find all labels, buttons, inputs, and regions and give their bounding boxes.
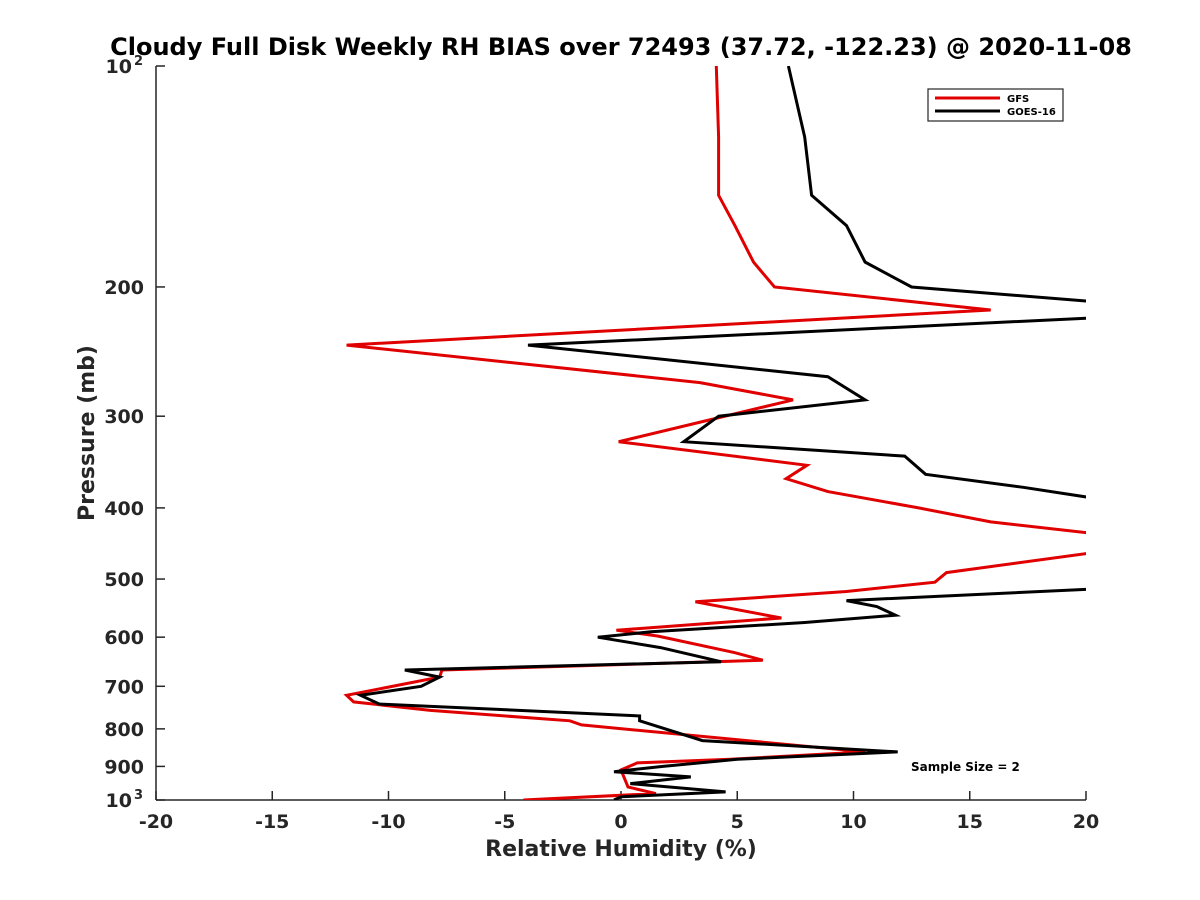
legend: GFS GOES-16: [927, 88, 1064, 122]
y-tick-label: 600: [104, 627, 144, 649]
y-tick-label: 700: [104, 676, 144, 698]
y-tick-label: 300: [104, 406, 144, 428]
x-tick-label: 15: [957, 811, 983, 833]
y-tick-exponent: 3: [134, 788, 143, 803]
y-tick-exponent: 2: [134, 54, 143, 69]
y-tick-label: 500: [104, 569, 144, 591]
legend-box: [927, 88, 1064, 122]
x-axis-label: Relative Humidity (%): [485, 837, 757, 862]
y-tick-label: 10: [106, 790, 132, 812]
y-tick-label: 200: [104, 277, 144, 299]
series-line-gfs: [343, 66, 1086, 800]
y-tick-label: 900: [104, 756, 144, 778]
x-tick-label: 5: [731, 811, 744, 833]
y-tick-label: 400: [104, 498, 144, 520]
x-tick-label: 0: [614, 811, 627, 833]
y-axis-label: Pressure (mb): [75, 345, 100, 521]
series-line-goes-16: [355, 66, 1086, 800]
sample-size-annotation: Sample Size = 2: [911, 760, 1020, 774]
x-tick-label: -15: [255, 811, 289, 833]
x-tick-label: -10: [371, 811, 405, 833]
x-tick-label: -20: [139, 811, 173, 833]
legend-label: GOES-16: [1007, 107, 1056, 118]
x-tick-label: 10: [840, 811, 866, 833]
y-tick-label: 800: [104, 719, 144, 741]
chart-title: Cloudy Full Disk Weekly RH BIAS over 724…: [110, 33, 1132, 61]
series-layer: [343, 66, 1086, 800]
x-tick-label: -5: [494, 811, 515, 833]
legend-label: GFS: [1007, 94, 1029, 105]
y-tick-label: 10: [106, 56, 132, 78]
x-tick-label: 20: [1073, 811, 1099, 833]
